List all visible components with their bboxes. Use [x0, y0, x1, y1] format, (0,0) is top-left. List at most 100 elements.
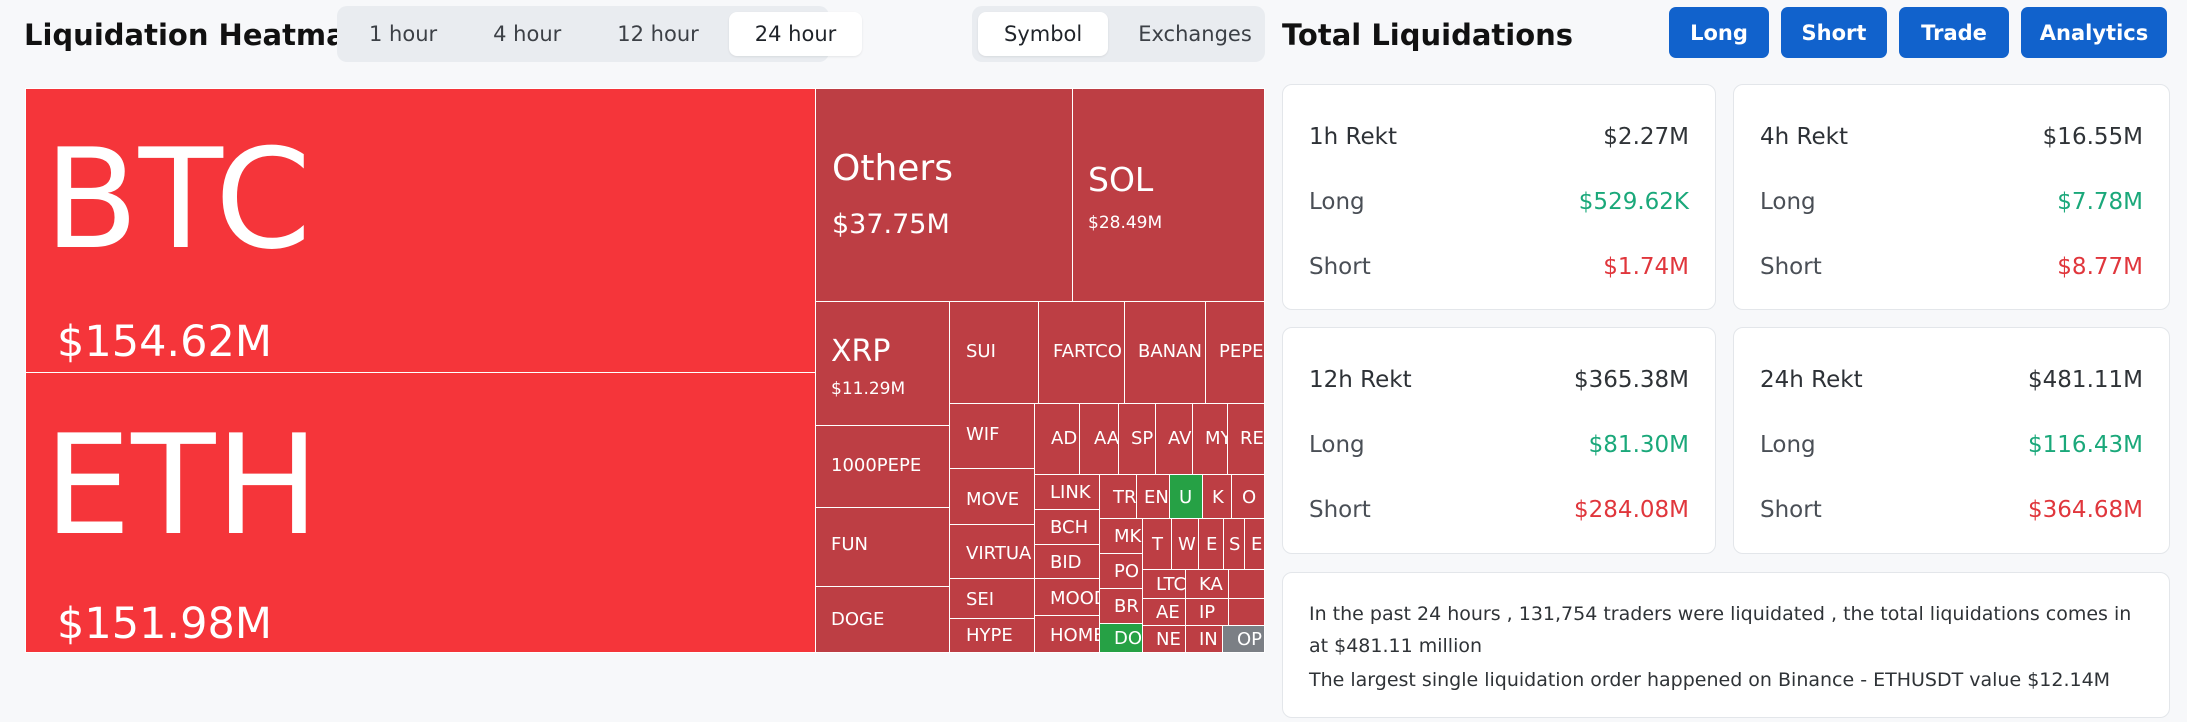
tile-symbol: DO [1114, 628, 1143, 649]
tile-symbol: MOOD [1050, 588, 1099, 609]
long-label: Long [1760, 432, 1816, 458]
card-long-row: Long $7.78M [1760, 187, 2143, 217]
tile-e[interactable]: E [1198, 518, 1224, 570]
tile-sui[interactable]: SUI [949, 301, 1039, 404]
tile-symbol: RE [1240, 428, 1264, 449]
tile-symbol: DOGE [831, 609, 885, 630]
tile-bch[interactable]: BCH [1034, 509, 1100, 545]
tile-symbol: FUN [831, 534, 868, 555]
tile-symbol: SEI [966, 589, 995, 610]
tile-symbol: AA [1094, 428, 1119, 449]
short-button[interactable]: Short [1781, 7, 1887, 58]
long-label: Long [1309, 432, 1365, 458]
timeframe-12-hour[interactable]: 12 hour [617, 22, 699, 46]
tile-in[interactable]: IN [1185, 625, 1223, 653]
tile-symbol: 1000PEPE [831, 455, 922, 476]
tile-mk[interactable]: MK [1099, 518, 1143, 554]
tile-s[interactable]: S [1223, 518, 1245, 570]
tile-symbol: WIF [966, 424, 1000, 445]
tile-e-2[interactable]: E [1244, 518, 1265, 570]
tile-banan[interactable]: BANAN [1124, 301, 1206, 404]
tile-op[interactable]: OP [1222, 625, 1265, 653]
view-exchanges[interactable]: Exchanges [1138, 22, 1252, 46]
tile-o[interactable]: O [1231, 474, 1265, 519]
tile-sol[interactable]: SOL $28.49M [1072, 88, 1265, 302]
tile-ka[interactable]: KA [1185, 569, 1229, 599]
tile-symbol: AE [1156, 602, 1180, 623]
view-symbol[interactable]: Symbol [978, 12, 1109, 56]
tile-home[interactable]: HOME [1034, 615, 1100, 653]
tile-fun[interactable]: FUN [815, 507, 950, 587]
tile-fartco[interactable]: FARTCO [1038, 301, 1125, 404]
tile-k[interactable]: K [1202, 474, 1232, 519]
tile-my[interactable]: MY [1192, 403, 1228, 475]
tile-ae[interactable]: AE [1142, 598, 1186, 626]
tile-do[interactable]: DO [1099, 623, 1143, 653]
tile-ltc[interactable]: LTC [1142, 569, 1186, 599]
tile-aa[interactable]: AA [1079, 403, 1119, 475]
liquidation-summary: In the past 24 hours , 131,754 traders w… [1282, 572, 2170, 718]
timeframe-1-hour[interactable]: 1 hour [369, 22, 438, 46]
tile-symbol: LINK [1050, 482, 1091, 503]
tile-sei[interactable]: SEI [949, 578, 1035, 619]
tile-btc[interactable]: BTC $154.62M [25, 88, 816, 373]
tile-symbol: EN [1144, 487, 1169, 508]
tile-symbol: XRP [831, 334, 891, 369]
long-label: Long [1309, 189, 1365, 215]
tile-eth[interactable]: ETH $151.98M [25, 372, 816, 653]
tile-symbol: BTC [44, 119, 312, 280]
tile-t[interactable]: T [1142, 518, 1172, 570]
tile-en[interactable]: EN [1136, 474, 1170, 519]
analytics-button[interactable]: Analytics [2021, 7, 2167, 58]
long-button[interactable]: Long [1669, 7, 1769, 58]
tile-ne[interactable]: NE [1142, 625, 1186, 653]
tile-value: $11.29M [831, 379, 906, 399]
tile-w[interactable]: W [1171, 518, 1199, 570]
card-title: 1h Rekt [1309, 124, 1397, 150]
tile-av[interactable]: AV [1155, 403, 1193, 475]
tile-hype[interactable]: HYPE [949, 618, 1035, 653]
card-1h-rekt: 1h Rekt $2.27M Long $529.62K Short $1.74… [1282, 84, 1716, 310]
short-value: $284.08M [1574, 497, 1689, 523]
tile-link[interactable]: LINK [1034, 474, 1100, 510]
tile-misc-1[interactable] [1228, 569, 1265, 599]
tile-virtua[interactable]: VIRTUA [949, 524, 1035, 579]
tile-wif[interactable]: WIF [949, 403, 1035, 469]
tile-re[interactable]: RE [1227, 403, 1265, 475]
view-selector: Symbol Exchanges [972, 6, 1265, 62]
tile-misc-2[interactable] [1228, 598, 1265, 626]
short-label: Short [1760, 497, 1822, 523]
tile-ad[interactable]: AD [1034, 403, 1080, 475]
tile-br[interactable]: BR [1099, 588, 1143, 624]
timeframe-4-hour[interactable]: 4 hour [493, 22, 562, 46]
tile-symbol: PO [1114, 561, 1140, 582]
tile-1000pepe[interactable]: 1000PEPE [815, 425, 950, 508]
timeframe-selector: 1 hour 4 hour 12 hour 24 hour [337, 6, 863, 62]
card-total-row: 12h Rekt $365.38M [1309, 365, 1689, 395]
trade-button[interactable]: Trade [1899, 7, 2009, 58]
tile-mood[interactable]: MOOD [1034, 578, 1100, 616]
tile-symbol: VIRTUA [966, 543, 1032, 564]
tile-symbol: ETH [44, 405, 320, 566]
tile-ip[interactable]: IP [1185, 598, 1229, 626]
card-total: $365.38M [1574, 367, 1689, 393]
tile-u[interactable]: U [1169, 474, 1203, 519]
tile-symbol: T [1152, 534, 1163, 555]
tile-po[interactable]: PO [1099, 553, 1143, 589]
tile-symbol: HOME [1050, 625, 1100, 646]
tile-symbol: BCH [1050, 517, 1089, 538]
tile-others[interactable]: Others $37.75M [815, 88, 1073, 302]
tile-pepe[interactable]: PEPE [1205, 301, 1265, 404]
card-12h-rekt: 12h Rekt $365.38M Long $81.30M Short $28… [1282, 327, 1716, 554]
tile-bid[interactable]: BID [1034, 544, 1100, 579]
tile-symbol: IP [1199, 602, 1216, 623]
tile-tr[interactable]: TR [1099, 474, 1137, 519]
liquidation-treemap: BTC $154.62M ETH $151.98M Others $37.75M… [25, 88, 1265, 653]
tile-doge[interactable]: DOGE [815, 586, 950, 653]
timeframe-24-hour[interactable]: 24 hour [728, 12, 863, 56]
tile-symbol: IN [1199, 629, 1218, 650]
tile-sp[interactable]: SP [1118, 403, 1156, 475]
tile-symbol: SOL [1088, 160, 1154, 199]
tile-move[interactable]: MOVE [949, 468, 1035, 525]
tile-symbol: SP [1131, 428, 1154, 449]
